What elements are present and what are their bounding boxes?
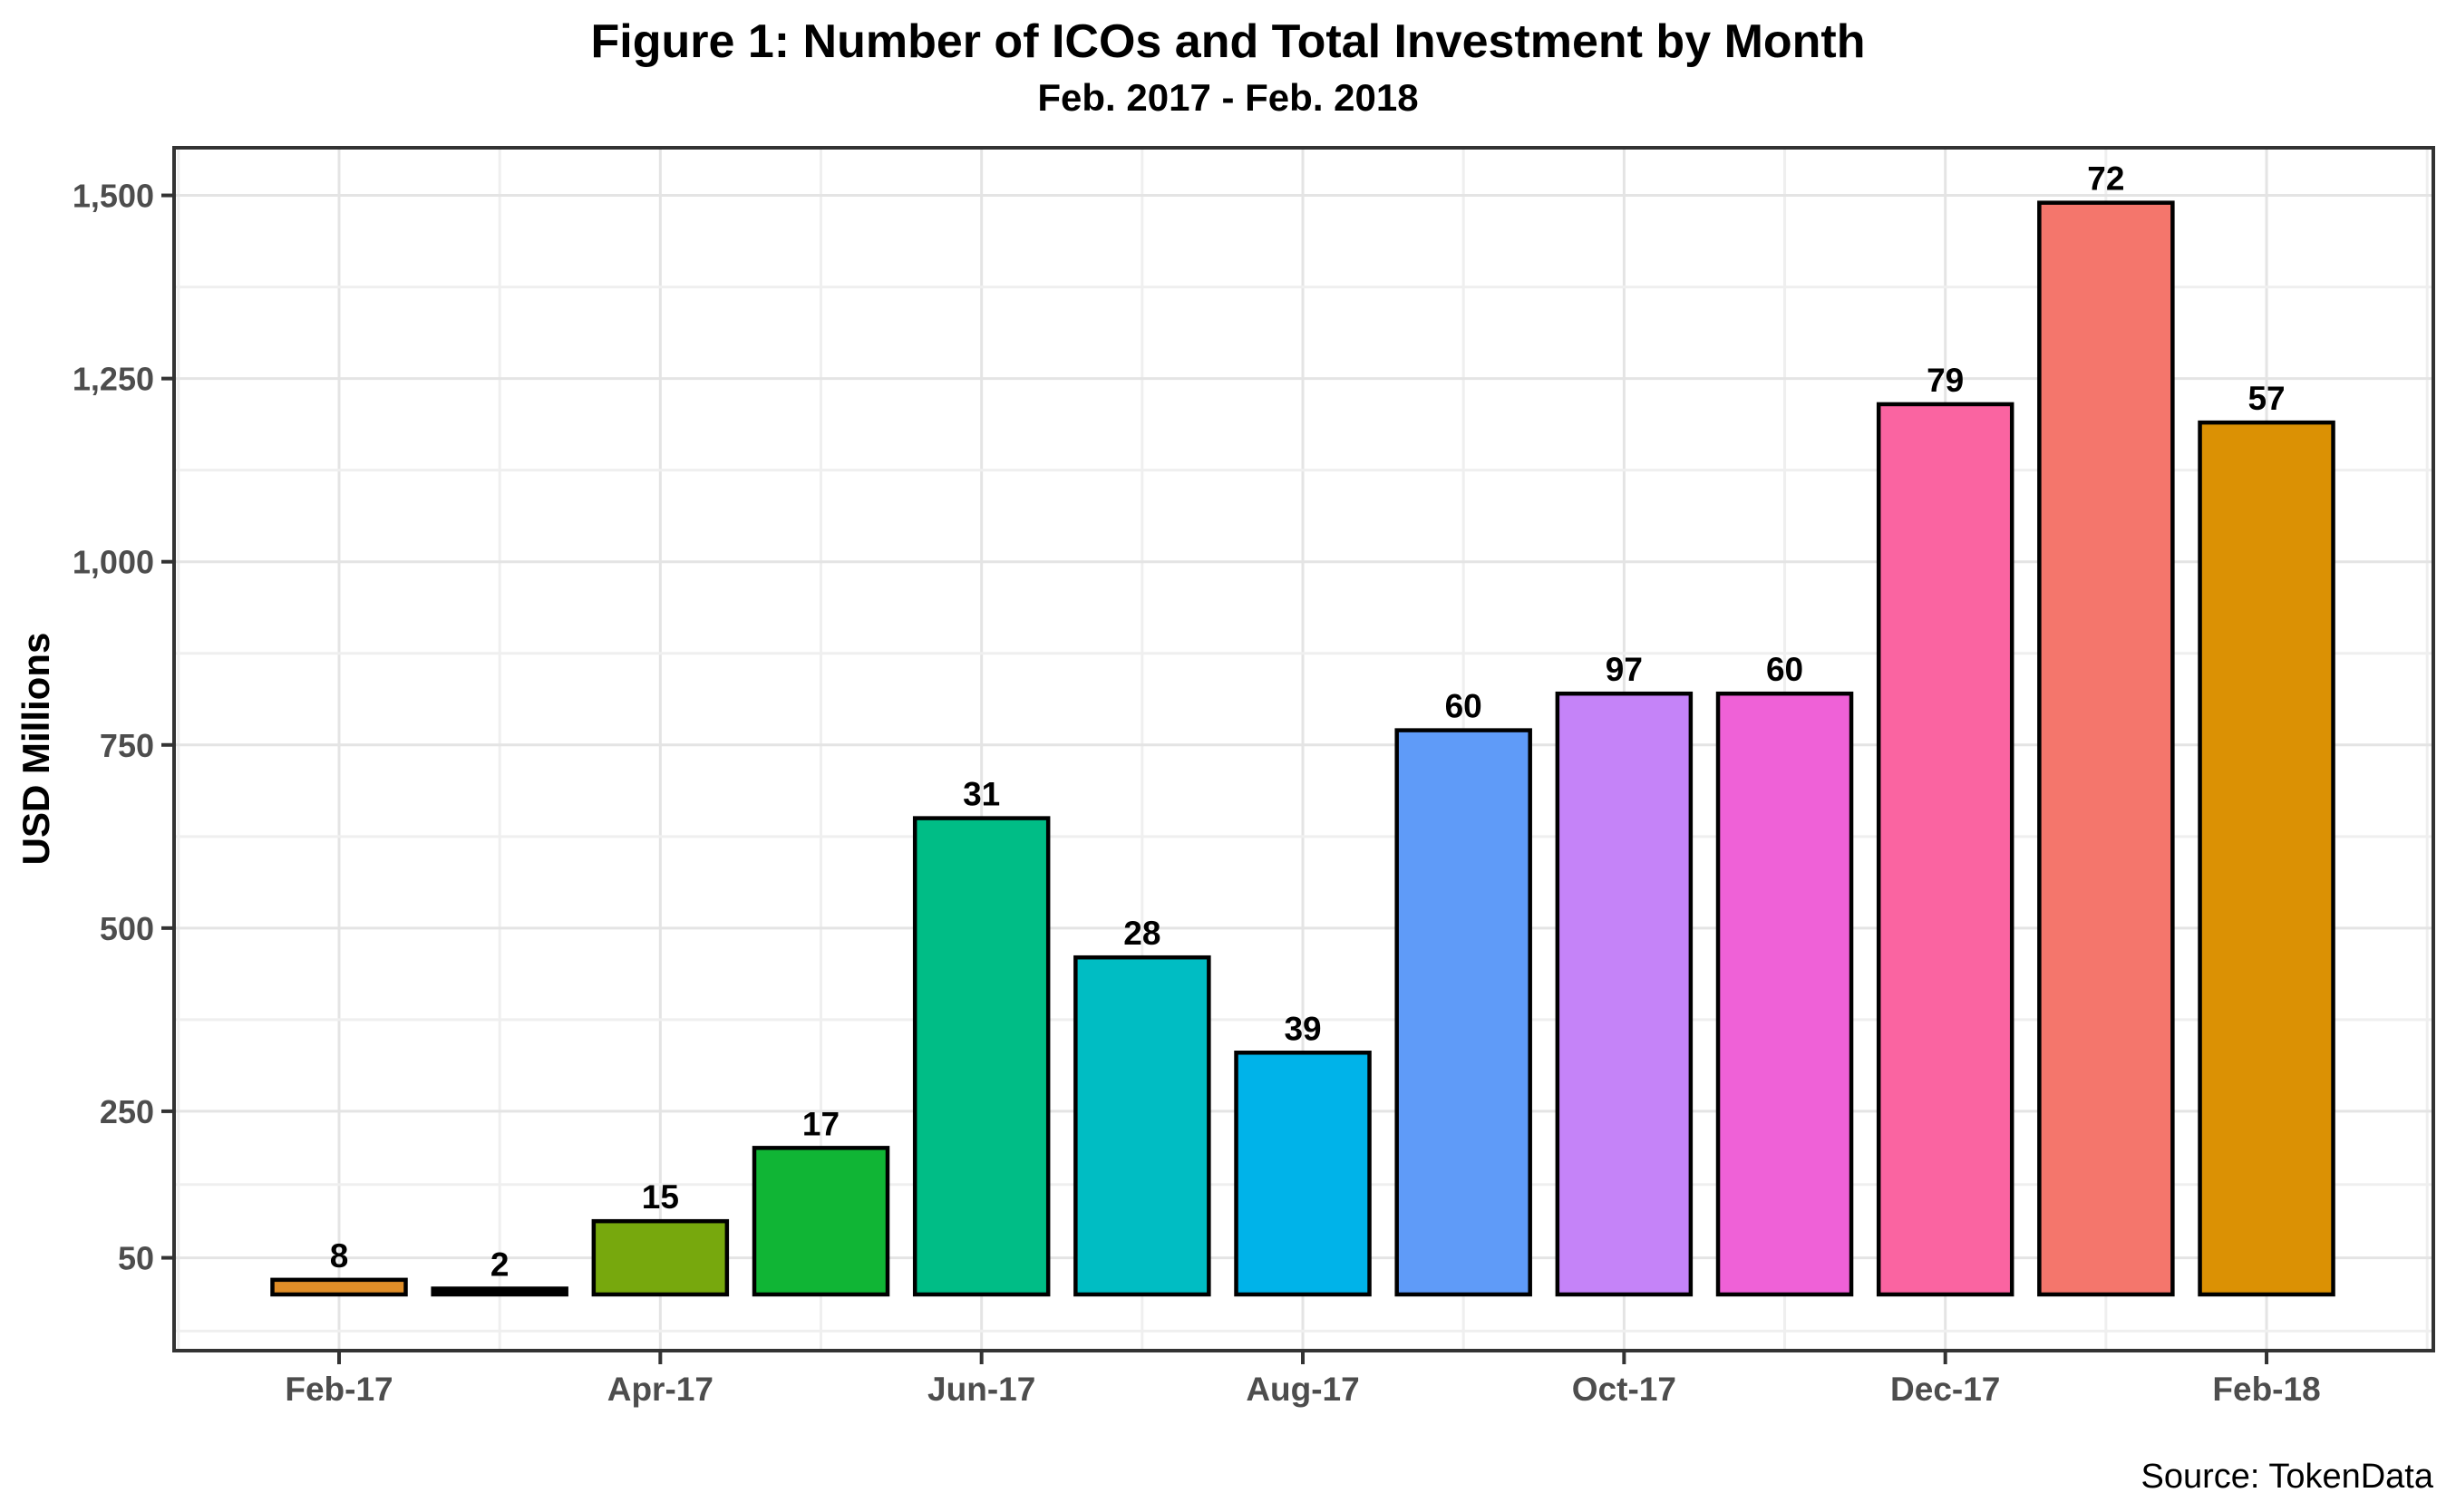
bar-feb-18: [2198, 420, 2335, 1297]
y-tick-label: 250: [100, 1093, 154, 1130]
x-tick-label: Oct-17: [1572, 1371, 1676, 1408]
x-tick-label: Aug-17: [1246, 1371, 1359, 1408]
bar-jul-17: [1073, 955, 1211, 1297]
bar-count-label: 79: [1927, 362, 1964, 399]
bar-dec-17: [1876, 402, 2014, 1297]
bar-count-label: 97: [1606, 651, 1643, 688]
bar-count-label: 17: [802, 1105, 840, 1142]
y-tick-label: 500: [100, 910, 154, 947]
x-tick-label: Apr-17: [607, 1371, 714, 1408]
bar-feb-17: [270, 1277, 408, 1297]
bar-count-label: 15: [642, 1178, 679, 1216]
x-tick-label: Jun-17: [927, 1371, 1035, 1408]
bar-sep-17: [1394, 728, 1532, 1297]
bar-count-label: 72: [2087, 160, 2124, 198]
x-tick-label: Dec-17: [1890, 1371, 2000, 1408]
y-axis-title: USD Millions: [15, 632, 57, 866]
source-attribution: Source: TokenData: [2141, 1458, 2434, 1496]
bar-nov-17: [1715, 691, 1854, 1297]
chart-title: Figure 1: Number of ICOs and Total Inves…: [590, 15, 1866, 68]
y-tick-label: 1,250: [73, 361, 154, 398]
bar-may-17: [752, 1146, 890, 1297]
bar-oct-17: [1555, 691, 1694, 1297]
y-tick-label: 50: [118, 1240, 154, 1277]
bar-jan-18: [2037, 200, 2175, 1297]
y-tick-label: 750: [100, 727, 154, 764]
y-tick-label: 1,500: [73, 178, 154, 215]
chart-subtitle: Feb. 2017 - Feb. 2018: [1037, 76, 1419, 119]
bar-count-label: 60: [1766, 651, 1803, 688]
bar-apr-17: [591, 1218, 730, 1297]
bar-count-label: 39: [1284, 1010, 1321, 1047]
bar-aug-17: [1234, 1051, 1372, 1297]
bar-count-label: 57: [2247, 380, 2285, 417]
x-tick-label: Feb-18: [2212, 1371, 2320, 1408]
bar-count-label: 2: [490, 1246, 510, 1284]
bar-count-label: 31: [963, 776, 1000, 813]
bar-jun-17: [912, 816, 1051, 1297]
y-tick-label: 1,000: [73, 544, 154, 581]
bar-mar-17: [431, 1286, 568, 1297]
bar-count-label: 60: [1445, 688, 1482, 725]
bar-count-label: 8: [330, 1237, 349, 1275]
x-tick-label: Feb-17: [285, 1371, 393, 1408]
bar-count-label: 28: [1123, 915, 1160, 952]
